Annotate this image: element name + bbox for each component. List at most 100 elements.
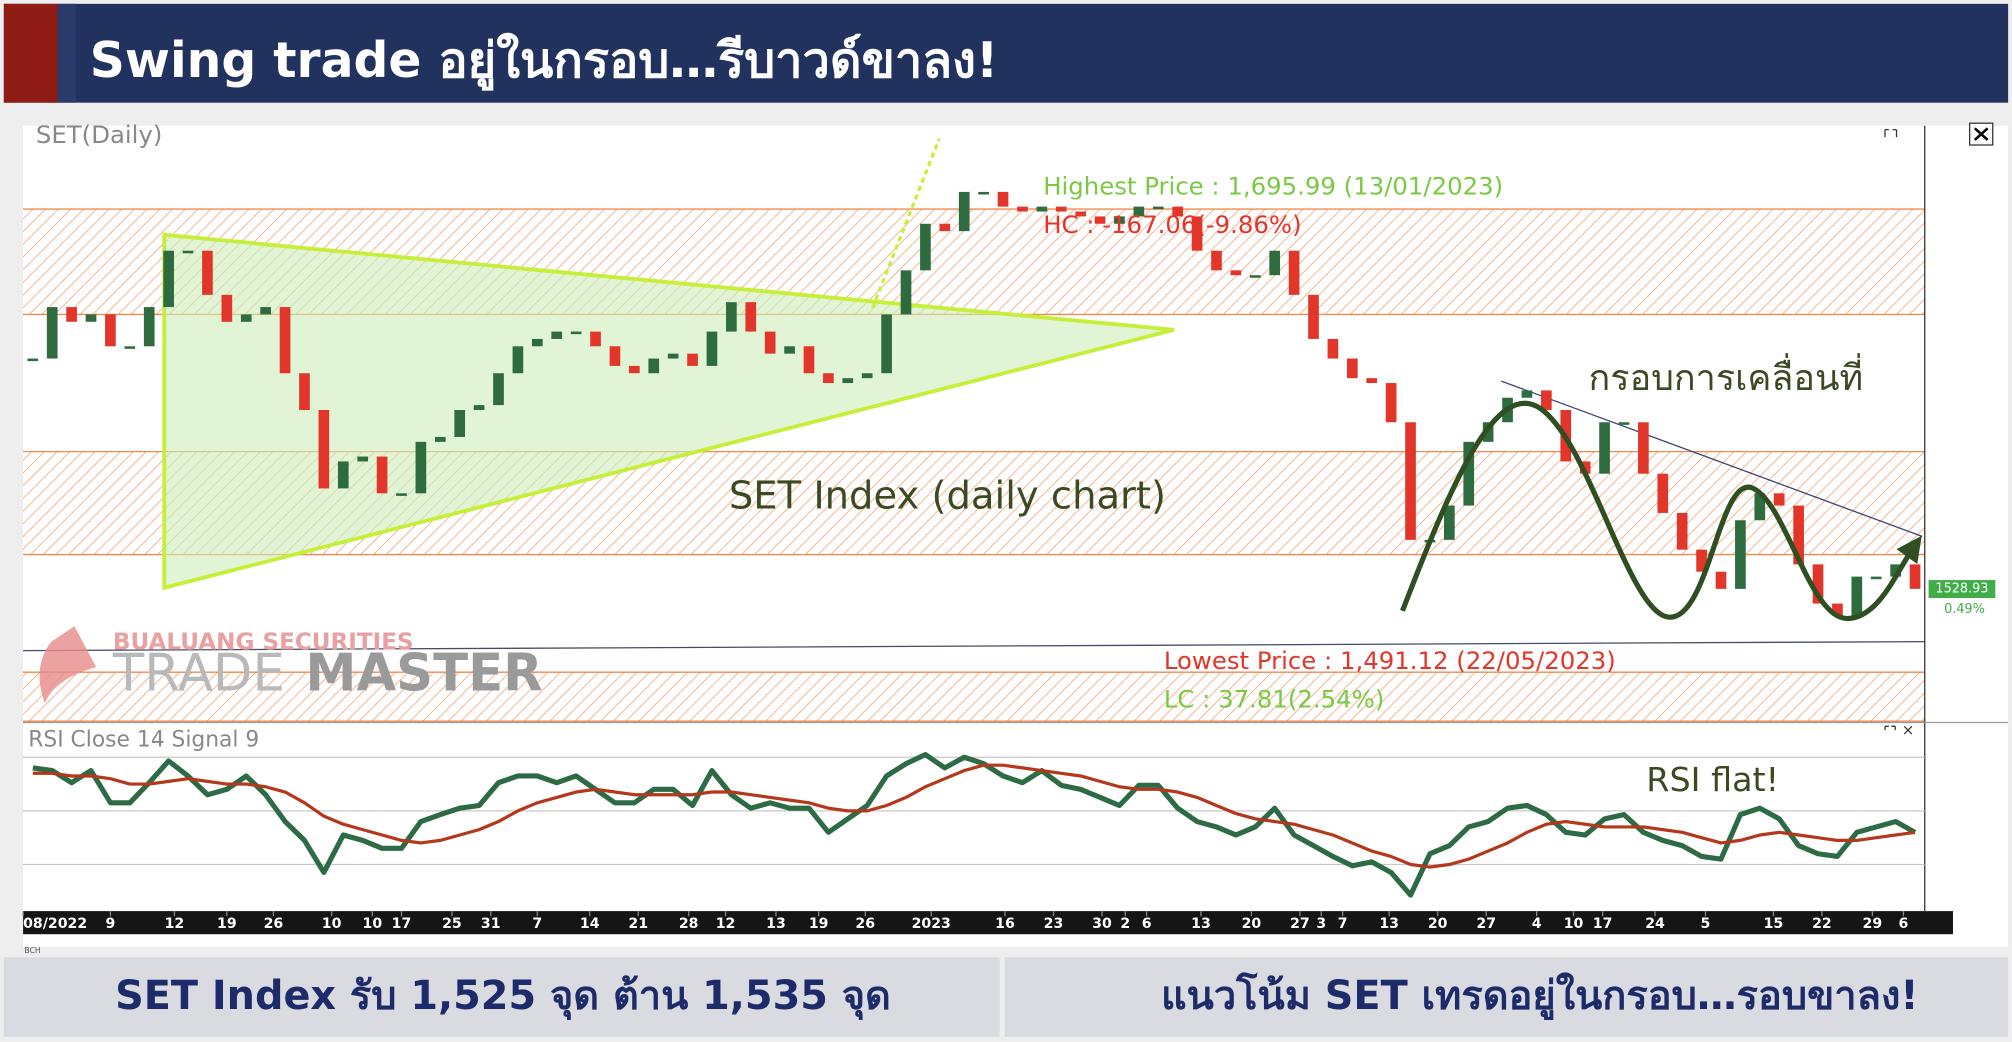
logo-mark [39,626,97,704]
zone [23,672,1925,722]
candle [920,223,931,271]
x-tick-label: 28 [679,916,699,932]
candle [1541,390,1552,410]
candle [1308,294,1319,339]
candle [1638,422,1649,474]
candle [667,353,679,359]
candle [357,456,369,462]
x-tick-label: 4 [1532,916,1542,932]
candle [590,331,601,347]
candle [85,314,97,322]
candle [1288,250,1300,295]
x-tick-label: 25 [442,916,462,932]
range-label: กรอบการเคลื่อนที่ [1589,353,1864,399]
candle [105,314,116,347]
x-axis-bar [23,911,1953,935]
watermark-brand-bold: MASTER [305,643,542,703]
close-icon[interactable] [1973,127,1989,141]
candle [1773,493,1785,506]
header-bar [3,3,2009,103]
resistance-line [1501,380,1923,538]
x-tick-label: 27 [1476,916,1496,932]
candle [1249,275,1261,278]
x-tick-label: 6 [1142,916,1152,932]
x-tick-label: 24 [1645,916,1665,932]
candle [706,331,718,366]
support-line [23,640,1925,652]
candle [1346,358,1358,379]
last-change-label: 0.49% [1944,602,1985,617]
candle [1521,390,1533,398]
candle [1715,571,1727,589]
breakout-line [871,138,941,309]
x-tick-label: 7 [1338,916,1348,932]
candle [900,270,912,315]
triangle-pattern [162,232,1175,591]
candle [881,314,892,374]
x-tick-label: 08/2022 [23,916,87,932]
candle [299,373,310,410]
candle [648,358,660,374]
hc-label: HC : -167.06(-9.86%) [1043,210,1301,239]
footer-left-text: SET Index รับ 1,525 จุด ต้าน 1,535 จุด [115,973,891,1021]
chart-label: SET Index (daily chart) [729,473,1166,518]
rsi-panel-title: RSI Close 14 Signal 9 [28,727,259,752]
candle [473,405,485,410]
expand-icon[interactable] [1884,128,1898,138]
header-accent [3,3,58,103]
x-tick-label: 2023 [912,916,951,932]
candle [279,307,291,374]
x-tick-label: 20 [1428,916,1448,932]
candle [1055,206,1067,212]
candle [124,346,136,349]
candle [1735,520,1746,589]
candle [958,191,970,232]
lowest-price-label: Lowest Price : 1,491.12 (22/05/2023) [1164,646,1616,675]
footer-right-text: แนวโน้ม SET เทรดอยู่ในกรอบ…รอบขาลง! [1161,972,1919,1020]
x-tick-label: 12 [716,916,736,932]
candle [202,250,213,295]
candle [512,346,524,374]
header-title: Swing trade อยู่ในกรอบ…รีบาวด์ขาลง! [90,32,998,91]
candle [163,250,174,308]
x-tick-label: 13 [1379,916,1399,932]
candle [415,441,427,494]
x-tick-label: 27 [1290,916,1310,932]
x-tick-label: 10 [363,916,383,932]
candle [1812,564,1824,604]
candle [260,307,271,315]
candle [1094,216,1106,224]
candle [143,307,155,347]
rsi-panel-icons[interactable] [1884,725,1913,735]
candle [221,294,233,322]
candle [842,378,854,384]
x-tick-label: 19 [809,916,829,932]
candle [1909,564,1921,589]
candle [240,314,252,322]
x-tick-label: 21 [628,916,648,932]
candle [687,353,698,366]
swing-wave [1400,400,1922,622]
x-tick-label: 19 [217,916,237,932]
x-tick-label: 5 [1701,916,1711,932]
candle [1327,338,1339,359]
candle [434,436,446,442]
candle [1463,441,1475,506]
x-tick-label: 20 [1242,916,1262,932]
candle [570,331,582,335]
source-note: BCH [24,946,41,955]
candle [745,302,757,332]
candle [629,365,640,374]
x-tick-label: 13 [766,916,786,932]
candle [1579,461,1591,474]
candle [1230,270,1242,276]
candle [1870,576,1882,580]
candle [27,358,39,362]
candle [1405,422,1416,540]
candle [551,331,563,339]
candle [1890,564,1901,577]
last-price-box [1928,580,1996,599]
candle [609,346,621,366]
candle [318,409,330,489]
